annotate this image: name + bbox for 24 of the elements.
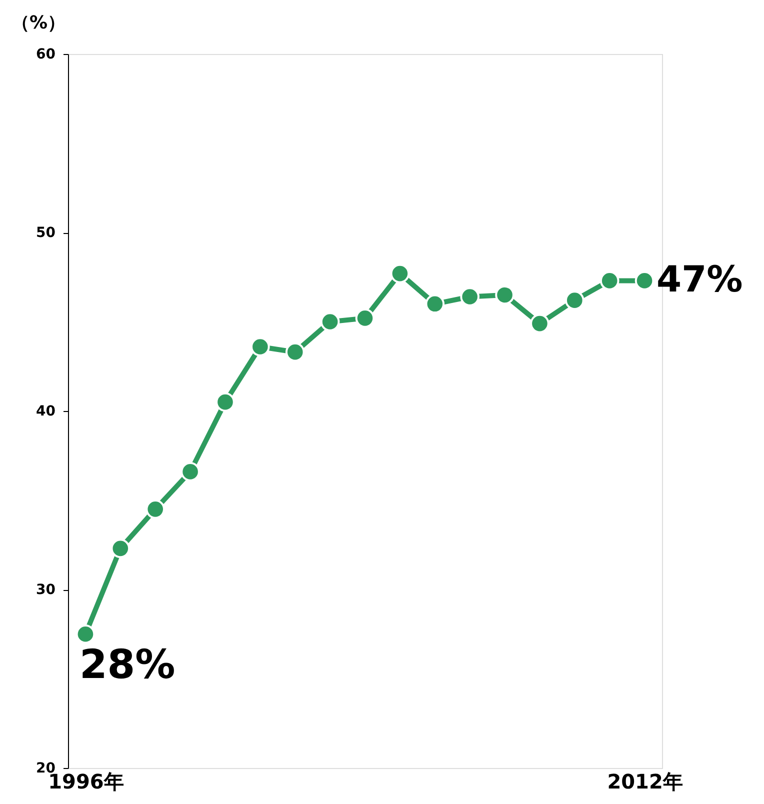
point bbox=[355, 308, 375, 328]
point bbox=[146, 500, 166, 519]
point bbox=[634, 271, 654, 290]
point bbox=[250, 337, 270, 356]
point bbox=[285, 342, 305, 362]
point bbox=[564, 290, 584, 310]
point bbox=[216, 392, 235, 412]
point bbox=[495, 285, 514, 305]
x-tick-label: 2012年 bbox=[607, 770, 683, 794]
point bbox=[76, 624, 96, 644]
point bbox=[180, 462, 200, 482]
y-axis-title: （%） bbox=[11, 12, 66, 34]
point bbox=[600, 271, 620, 290]
point bbox=[320, 312, 340, 332]
y-tick-label: 60 bbox=[36, 46, 56, 62]
y-tick-label: 30 bbox=[36, 582, 56, 598]
point bbox=[110, 538, 130, 558]
y-tick-label: 40 bbox=[36, 404, 56, 420]
annotation: 28% bbox=[79, 642, 176, 688]
annotation: 47% bbox=[656, 260, 743, 301]
y-tick-label: 50 bbox=[36, 225, 56, 241]
point bbox=[460, 287, 480, 306]
point bbox=[530, 314, 550, 334]
point bbox=[390, 264, 410, 284]
